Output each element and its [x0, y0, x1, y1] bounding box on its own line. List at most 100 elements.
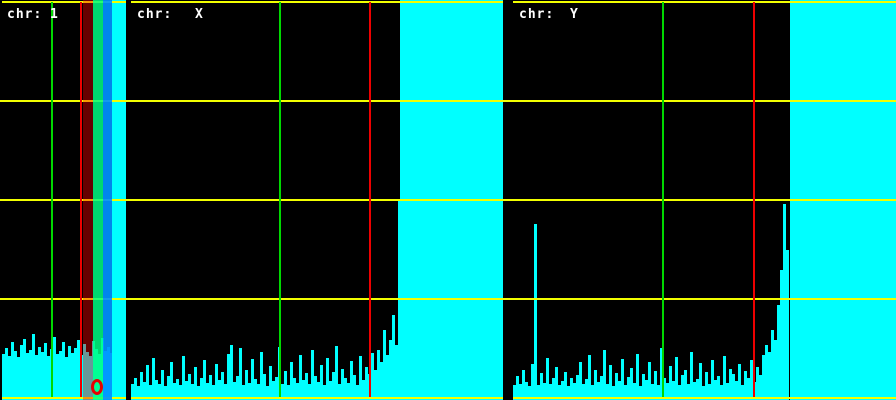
coverage-bar	[657, 385, 660, 400]
v-gridline-green	[662, 2, 664, 397]
coverage-bar	[618, 381, 621, 400]
coverage-bar	[263, 374, 266, 400]
coverage-bar	[371, 353, 374, 400]
coverage-bar	[194, 367, 197, 400]
coverage-bar	[663, 378, 666, 400]
panel-top-border	[131, 1, 503, 3]
coverage-bar	[317, 382, 320, 400]
coverage-bar	[143, 382, 146, 400]
coverage-bar	[188, 374, 191, 400]
coverage-bar	[242, 385, 245, 400]
coverage-bar	[332, 372, 335, 400]
coverage-bar	[389, 340, 392, 400]
coverage-bar	[140, 372, 143, 400]
coverage-bar	[537, 385, 540, 400]
coverage-bar	[284, 371, 287, 400]
coverage-bar	[621, 359, 624, 400]
coverage-bar	[269, 366, 272, 400]
coverage-bar	[296, 383, 299, 400]
coverage-bar	[353, 375, 356, 400]
chr-label-value-y: Y	[570, 7, 579, 22]
panel-top-border	[513, 1, 896, 3]
v-gridline-green	[51, 2, 53, 397]
panel-chr-x[interactable]	[131, 0, 503, 400]
panel-bottom-border	[513, 397, 896, 399]
coverage-bar	[236, 376, 239, 400]
coverage-bar	[182, 356, 185, 400]
coverage-bar	[645, 380, 648, 400]
coverage-bar	[780, 270, 783, 400]
coverage-bar	[65, 357, 68, 400]
coverage-bar	[669, 366, 672, 400]
coverage-bar	[11, 342, 14, 400]
coverage-bar	[173, 383, 176, 400]
coverage-bar	[786, 250, 789, 400]
coverage-bar	[272, 381, 275, 400]
coverage-bar	[678, 385, 681, 400]
h-gridline	[0, 199, 896, 201]
coverage-bar	[20, 345, 23, 400]
coverage-bar	[519, 384, 522, 400]
h-gridline	[0, 100, 896, 102]
coverage-bar	[675, 357, 678, 400]
coverage-bar	[735, 381, 738, 400]
coverage-bar	[299, 355, 302, 400]
coverage-bar	[224, 384, 227, 400]
coverage-bar	[77, 340, 80, 400]
coverage-bar	[522, 370, 525, 400]
panel-chr-y[interactable]	[513, 0, 896, 400]
coverage-bar	[2, 354, 5, 400]
dark-red-band-stripe	[83, 0, 93, 400]
coverage-bar	[218, 380, 221, 400]
coverage-bar	[540, 373, 543, 400]
coverage-bar	[347, 383, 350, 400]
coverage-bar	[179, 385, 182, 400]
coverage-bar	[768, 352, 771, 400]
coverage-bar	[203, 360, 206, 400]
coverage-bar	[41, 352, 44, 400]
saturated-coverage-block	[112, 0, 126, 400]
coverage-bar	[308, 384, 311, 400]
coverage-bar	[47, 356, 50, 400]
coverage-bar	[248, 383, 251, 400]
coverage-bar	[651, 384, 654, 400]
coverage-bar	[53, 337, 56, 400]
coverage-bar	[233, 382, 236, 400]
coverage-bar	[50, 349, 53, 400]
coverage-bar	[26, 353, 29, 400]
coverage-bar	[68, 346, 71, 400]
coverage-bar	[176, 379, 179, 400]
coverage-bar	[365, 367, 368, 400]
coverage-bar	[774, 340, 777, 400]
coverage-bar	[149, 385, 152, 400]
coverage-bar	[762, 355, 765, 400]
coverage-bar	[305, 373, 308, 400]
coverage-bar	[630, 368, 633, 400]
variant-marker-ellipse[interactable]	[91, 379, 103, 395]
panel-chr-1[interactable]	[0, 0, 126, 400]
coverage-bar	[35, 355, 38, 400]
coverage-bar	[56, 354, 59, 400]
coverage-bar	[654, 371, 657, 400]
blue-band-stripe	[103, 0, 112, 400]
coverage-bar	[200, 378, 203, 400]
coverage-bar	[170, 362, 173, 400]
position-line-red	[753, 2, 755, 397]
coverage-bar	[714, 380, 717, 400]
coverage-bar	[266, 386, 269, 400]
v-gridline-green	[279, 2, 281, 397]
chr-label-prefix-1: chr:	[7, 7, 43, 22]
coverage-bar	[251, 359, 254, 400]
coverage-bar	[260, 352, 263, 400]
coverage-bar	[293, 378, 296, 400]
panel-bottom-border	[2, 397, 126, 399]
coverage-bar	[546, 358, 549, 400]
coverage-bar	[555, 367, 558, 400]
coverage-bar	[660, 348, 663, 400]
coverage-bar	[311, 350, 314, 400]
coverage-bar	[341, 369, 344, 400]
